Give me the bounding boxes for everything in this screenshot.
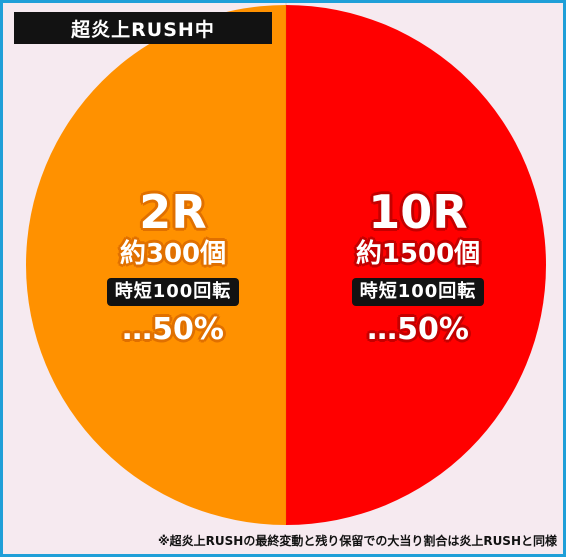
round-label: 2R — [139, 185, 207, 239]
slice-label-2r: 2R 約300個 時短100回転 …50% — [58, 188, 288, 348]
footnote: ※超炎上RUSHの最終変動と残り保留での大当り割合は炎上RUSHと同様 — [157, 534, 557, 548]
pie-chart — [26, 3, 546, 525]
balls-label: 約300個 — [119, 239, 227, 269]
pie-slice-2r — [26, 5, 286, 525]
balls-label: 約1500個 — [355, 239, 481, 269]
share-label: …50% — [367, 312, 469, 347]
share-label: …50% — [122, 312, 224, 347]
pie-slice-10r — [286, 5, 546, 525]
jitan-badge: 時短100回転 — [106, 278, 240, 306]
round-label: 10R — [368, 185, 468, 239]
chart-title: 超炎上RUSH中 — [14, 12, 272, 44]
slice-label-10r: 10R 約1500個 時短100回転 …50% — [303, 188, 533, 348]
jitan-badge: 時短100回転 — [351, 278, 485, 306]
